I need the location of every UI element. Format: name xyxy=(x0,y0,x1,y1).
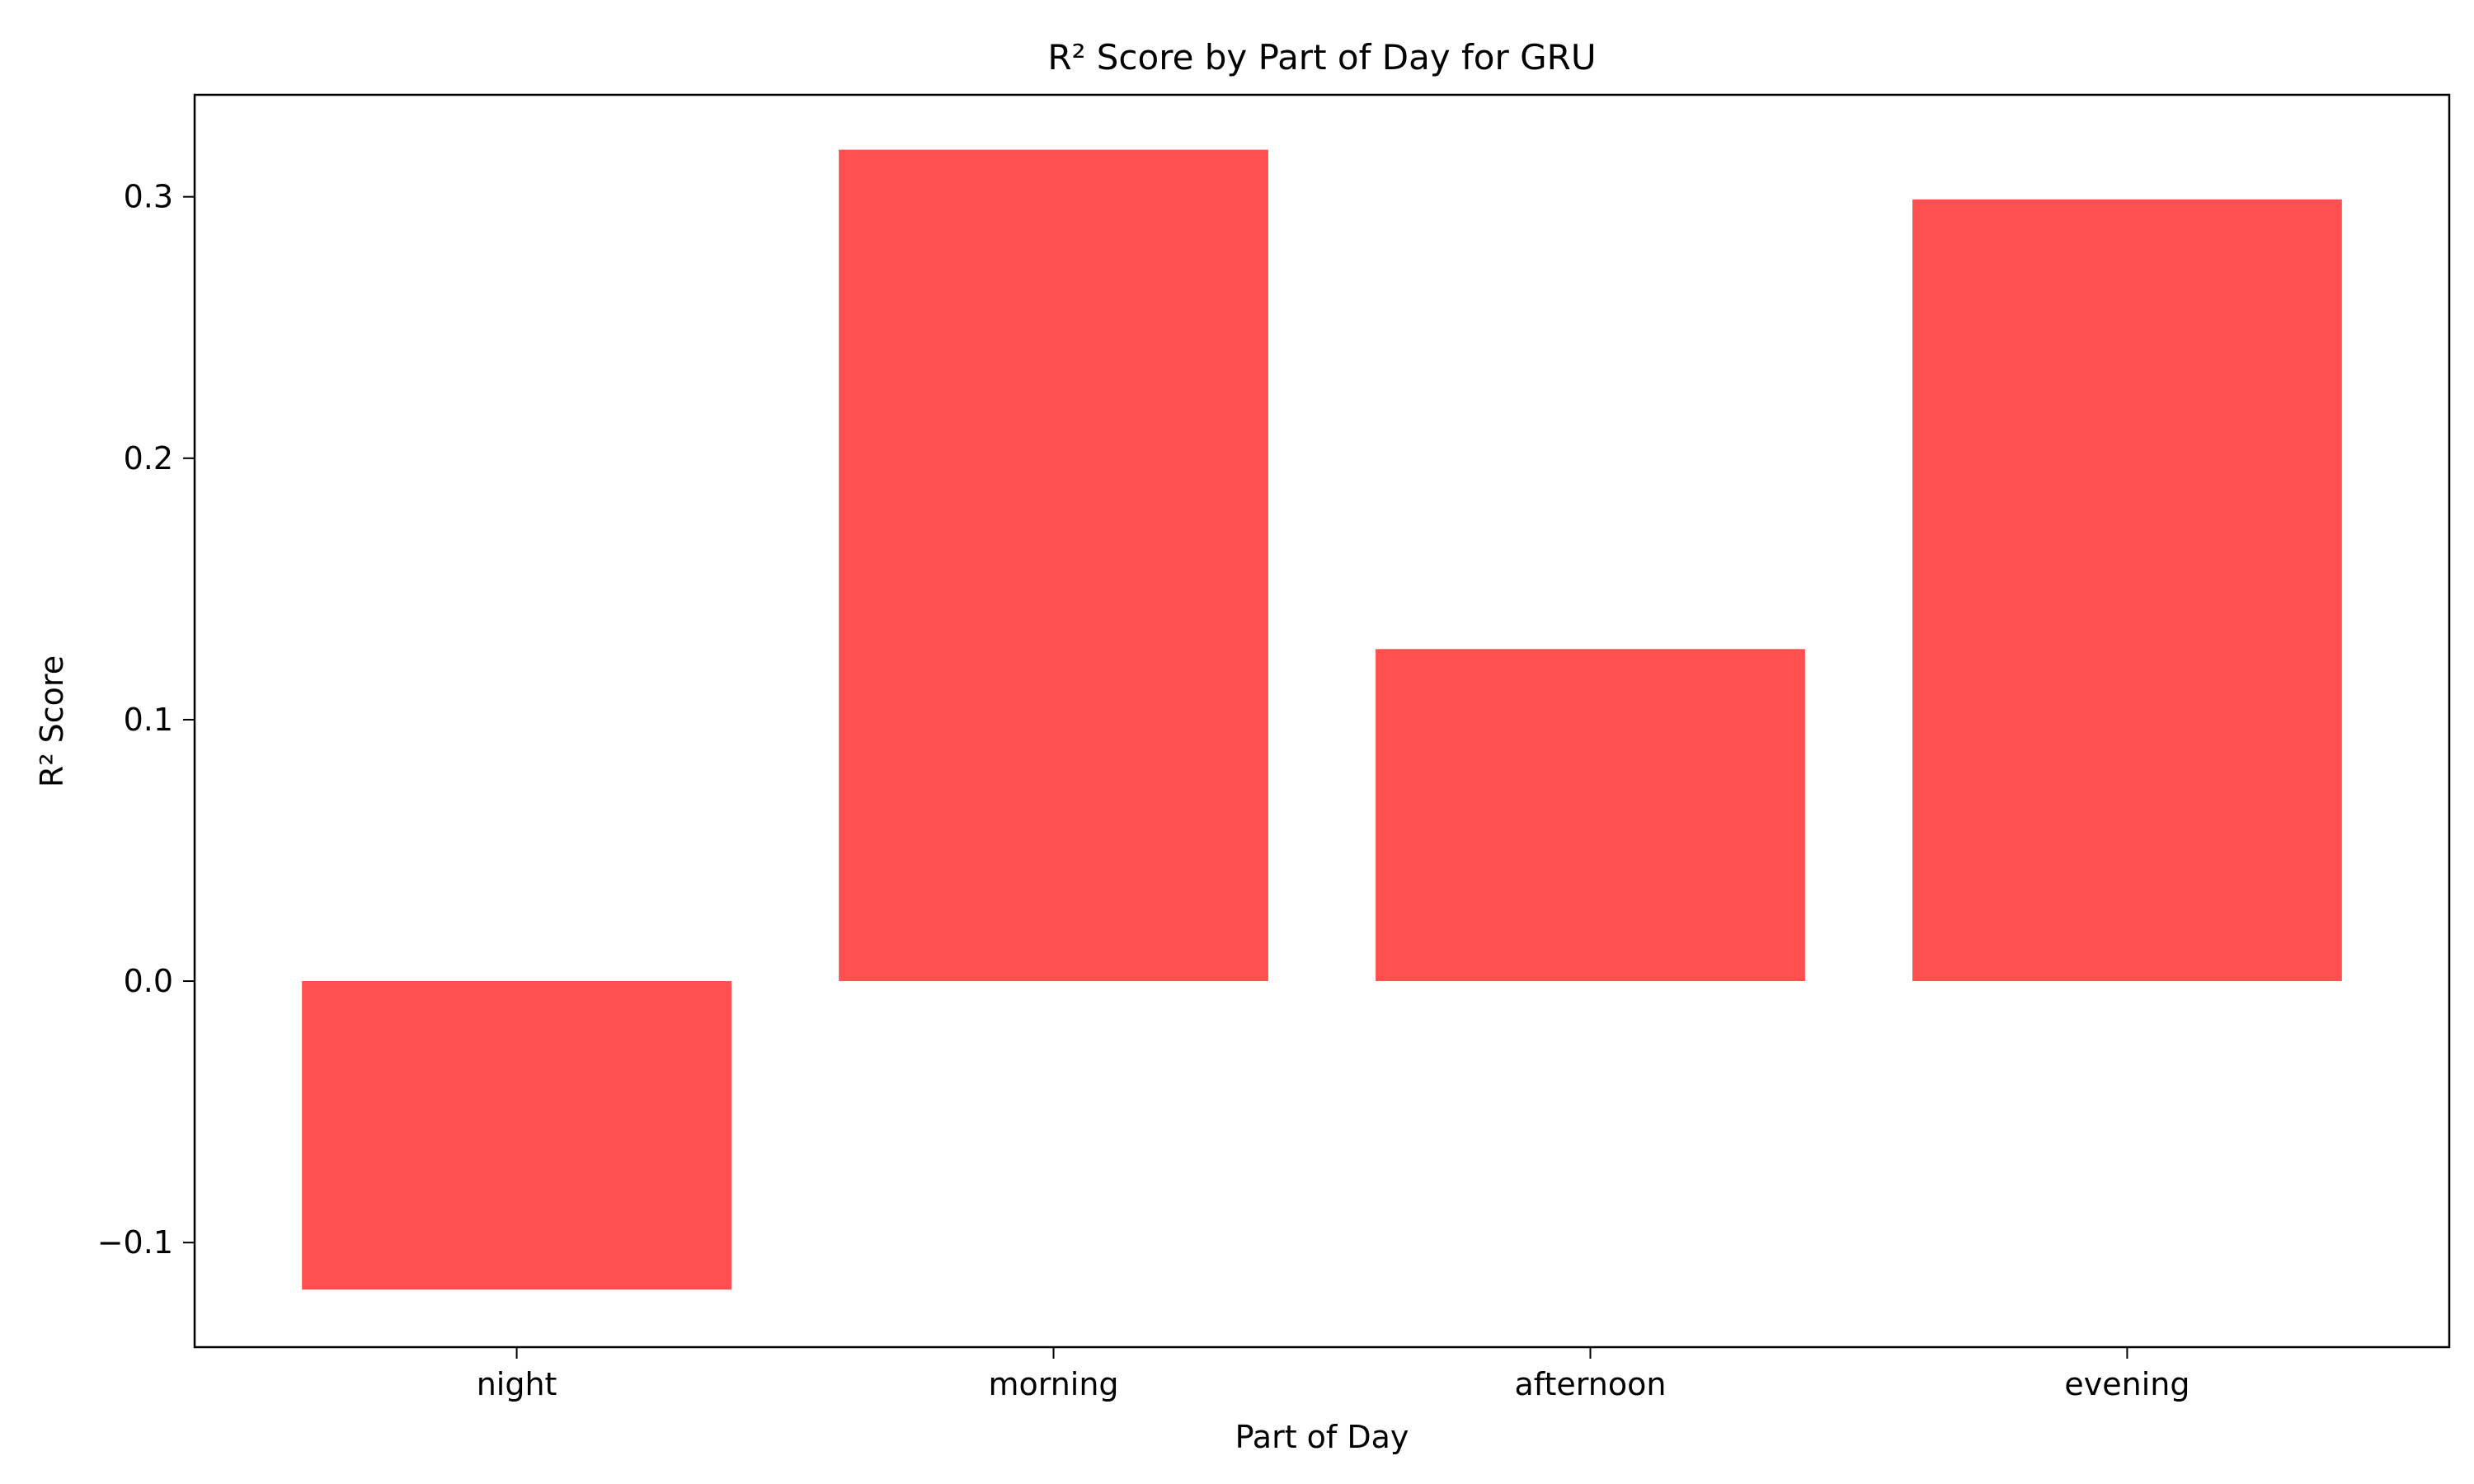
x-tick-label-evening: evening xyxy=(2064,1366,2189,1402)
y-tick-label: 0.2 xyxy=(124,440,173,477)
ticks-layer: night morning afternoon evening −0.1 0.0 0.1 0.… xyxy=(97,179,2190,1402)
bar-morning xyxy=(839,149,1268,982)
y-tick-label: 0.3 xyxy=(124,179,173,215)
y-tick-label: 0.1 xyxy=(124,702,173,738)
bars-layer xyxy=(302,149,2342,1290)
bar-night xyxy=(302,981,731,1290)
y-tick-label: 0.0 xyxy=(124,963,173,999)
x-axis-label: Part of Day xyxy=(1235,1419,1409,1455)
x-tick-label-night: night xyxy=(477,1366,557,1402)
chart-title: R² Score by Part of Day for GRU xyxy=(1047,37,1596,77)
x-tick-label-morning: morning xyxy=(988,1366,1118,1402)
bar-evening xyxy=(1912,199,2342,982)
y-axis-label: R² Score xyxy=(34,655,70,787)
y-tick-label: −0.1 xyxy=(97,1224,173,1261)
x-tick-label-afternoon: afternoon xyxy=(1515,1366,1667,1402)
plot-frame xyxy=(193,93,2451,1349)
bar-afternoon xyxy=(1376,649,1805,982)
